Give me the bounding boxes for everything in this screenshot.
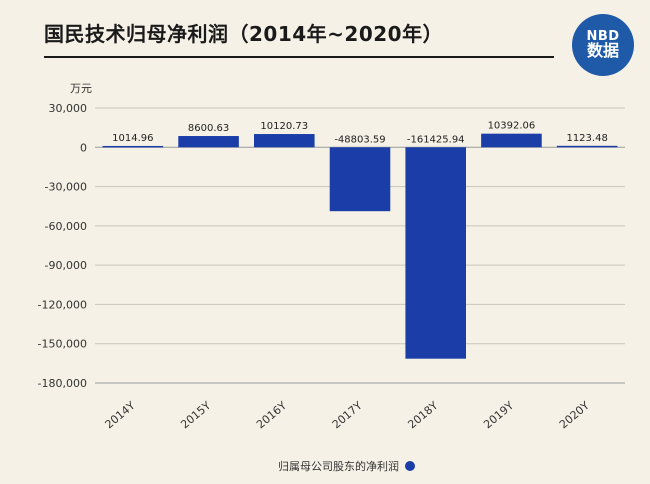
bar (481, 133, 542, 148)
data-label: -161425.94 (407, 134, 465, 145)
logo-text-data: 数据 (586, 41, 619, 61)
legend-marker (405, 461, 415, 471)
legend-label: 归属母公司股东的净利润 (278, 460, 399, 473)
data-label: 10392.06 (488, 121, 536, 132)
bar (329, 147, 391, 212)
y-tick-label: 0 (80, 141, 87, 154)
y-tick-label: -30,000 (45, 181, 87, 194)
x-tick-label: 2020Y (557, 399, 592, 431)
bar (556, 145, 618, 148)
bar (178, 136, 239, 148)
bar (102, 145, 164, 148)
x-tick-label: 2014Y (103, 399, 138, 431)
bar (254, 134, 315, 148)
data-label: 8600.63 (188, 123, 229, 134)
logo-text-nbd: NBD (586, 28, 620, 44)
data-label: 1014.96 (112, 133, 153, 144)
y-tick-label: 30,000 (49, 102, 88, 115)
x-tick-label: 2016Y (254, 399, 289, 431)
x-tick-label: 2017Y (330, 399, 365, 431)
data-label: 10120.73 (260, 121, 308, 132)
title-underline (44, 56, 554, 58)
y-tick-label: -150,000 (38, 338, 87, 351)
y-tick-label: -120,000 (38, 298, 87, 311)
data-label: -48803.59 (334, 134, 385, 145)
bar (405, 147, 466, 359)
x-tick-label: 2019Y (481, 399, 516, 431)
y-tick-label: -90,000 (45, 259, 87, 272)
y-tick-label: -60,000 (45, 220, 87, 233)
data-label: 1123.48 (566, 133, 607, 144)
title-area: 国民技术归母净利润（2014年~2020年） (44, 18, 564, 58)
chart-title: 国民技术归母净利润（2014年~2020年） (44, 22, 444, 46)
x-tick-label: 2018Y (405, 399, 440, 431)
x-tick-label: 2015Y (178, 399, 213, 431)
y-tick-label: -180,000 (38, 377, 87, 390)
y-axis-unit: 万元 (70, 82, 92, 95)
legend: 归属母公司股东的净利润 (278, 458, 415, 474)
nbd-logo: NBD 数据 (572, 14, 634, 76)
